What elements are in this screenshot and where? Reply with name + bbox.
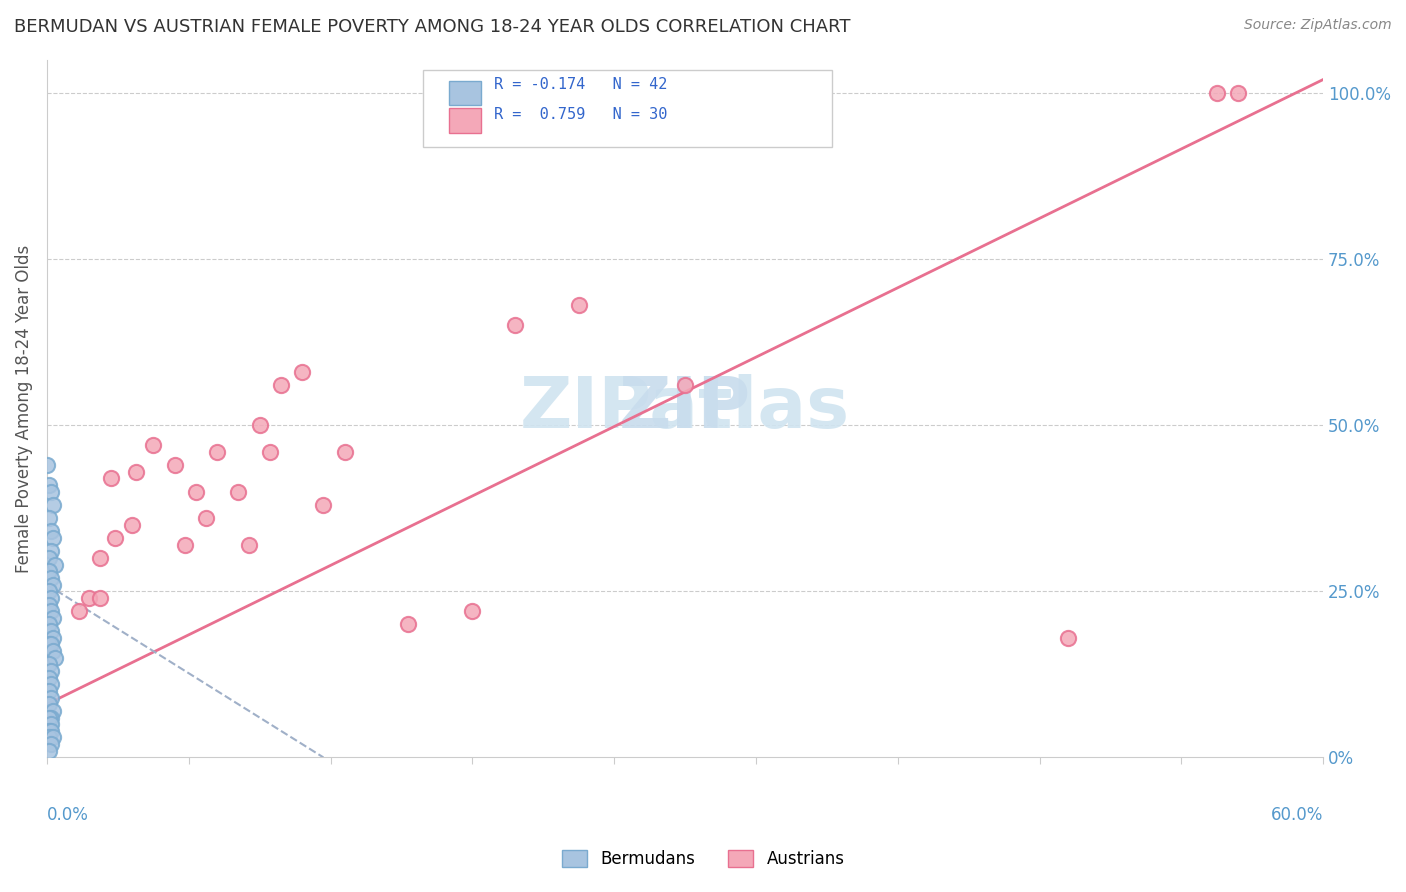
Bermudans: [38, 617, 60, 632]
Austrians: [503, 318, 526, 333]
Bermudans: [39, 484, 62, 499]
Bermudans: [44, 650, 66, 665]
Bermudans: [42, 611, 65, 625]
FancyBboxPatch shape: [423, 70, 832, 147]
Text: ZIPatlas: ZIPatlas: [520, 374, 851, 443]
Austrians: [1227, 86, 1250, 100]
Bermudans: [38, 731, 60, 745]
Bermudans: [42, 577, 65, 591]
Bermudans: [39, 664, 62, 678]
Bermudans: [38, 744, 60, 758]
Text: BERMUDAN VS AUSTRIAN FEMALE POVERTY AMONG 18-24 YEAR OLDS CORRELATION CHART: BERMUDAN VS AUSTRIAN FEMALE POVERTY AMON…: [14, 18, 851, 36]
Bermudans: [39, 524, 62, 539]
Austrians: [398, 617, 420, 632]
Bermudans: [38, 511, 60, 525]
Austrians: [249, 418, 271, 433]
Austrians: [270, 378, 292, 392]
Bermudans: [38, 657, 60, 672]
Text: ZIP: ZIP: [619, 374, 751, 443]
Bermudans: [38, 478, 60, 492]
Austrians: [291, 365, 314, 379]
FancyBboxPatch shape: [449, 80, 481, 105]
Legend: Bermudans, Austrians: Bermudans, Austrians: [555, 843, 851, 875]
Bermudans: [39, 544, 62, 558]
Austrians: [89, 551, 111, 566]
Bermudans: [38, 698, 60, 712]
Austrians: [195, 511, 218, 525]
Bermudans: [42, 531, 65, 545]
Y-axis label: Female Poverty Among 18-24 Year Olds: Female Poverty Among 18-24 Year Olds: [15, 244, 32, 573]
Austrians: [89, 591, 111, 605]
Austrians: [568, 298, 591, 312]
Austrians: [333, 444, 356, 458]
Austrians: [104, 531, 127, 545]
Bermudans: [42, 498, 65, 512]
Bermudans: [38, 637, 60, 651]
Bermudans: [38, 551, 60, 566]
Bermudans: [39, 624, 62, 639]
Bermudans: [39, 737, 62, 751]
Bermudans: [39, 591, 62, 605]
Text: R = -0.174   N = 42: R = -0.174 N = 42: [494, 77, 666, 92]
Bermudans: [42, 731, 65, 745]
Austrians: [142, 438, 165, 452]
Bermudans: [39, 690, 62, 705]
Austrians: [461, 604, 484, 618]
Bermudans: [38, 671, 60, 685]
Bermudans: [39, 637, 62, 651]
Austrians: [163, 458, 186, 472]
Bermudans: [42, 644, 65, 658]
Austrians: [1057, 631, 1080, 645]
Text: Source: ZipAtlas.com: Source: ZipAtlas.com: [1244, 18, 1392, 32]
Bermudans: [35, 458, 58, 472]
Austrians: [673, 378, 696, 392]
Bermudans: [39, 677, 62, 691]
Bermudans: [38, 584, 60, 599]
Bermudans: [38, 598, 60, 612]
Austrians: [100, 471, 122, 485]
Austrians: [67, 604, 90, 618]
Austrians: [174, 538, 197, 552]
Austrians: [238, 538, 260, 552]
Bermudans: [39, 723, 62, 738]
Bermudans: [42, 631, 65, 645]
Austrians: [125, 465, 148, 479]
Bermudans: [38, 684, 60, 698]
Bermudans: [44, 558, 66, 572]
Bermudans: [38, 710, 60, 724]
Austrians: [121, 517, 143, 532]
FancyBboxPatch shape: [449, 109, 481, 133]
Bermudans: [42, 704, 65, 718]
Bermudans: [38, 564, 60, 578]
Bermudans: [39, 710, 62, 724]
Austrians: [79, 591, 101, 605]
Text: R =  0.759   N = 30: R = 0.759 N = 30: [494, 107, 666, 122]
Austrians: [259, 444, 281, 458]
Austrians: [312, 498, 335, 512]
Austrians: [184, 484, 207, 499]
Text: 60.0%: 60.0%: [1271, 806, 1323, 824]
Bermudans: [39, 571, 62, 585]
Bermudans: [39, 717, 62, 731]
Austrians: [228, 484, 250, 499]
Text: 0.0%: 0.0%: [46, 806, 89, 824]
Bermudans: [38, 723, 60, 738]
Bermudans: [39, 604, 62, 618]
Austrians: [205, 444, 228, 458]
Austrians: [1205, 86, 1227, 100]
